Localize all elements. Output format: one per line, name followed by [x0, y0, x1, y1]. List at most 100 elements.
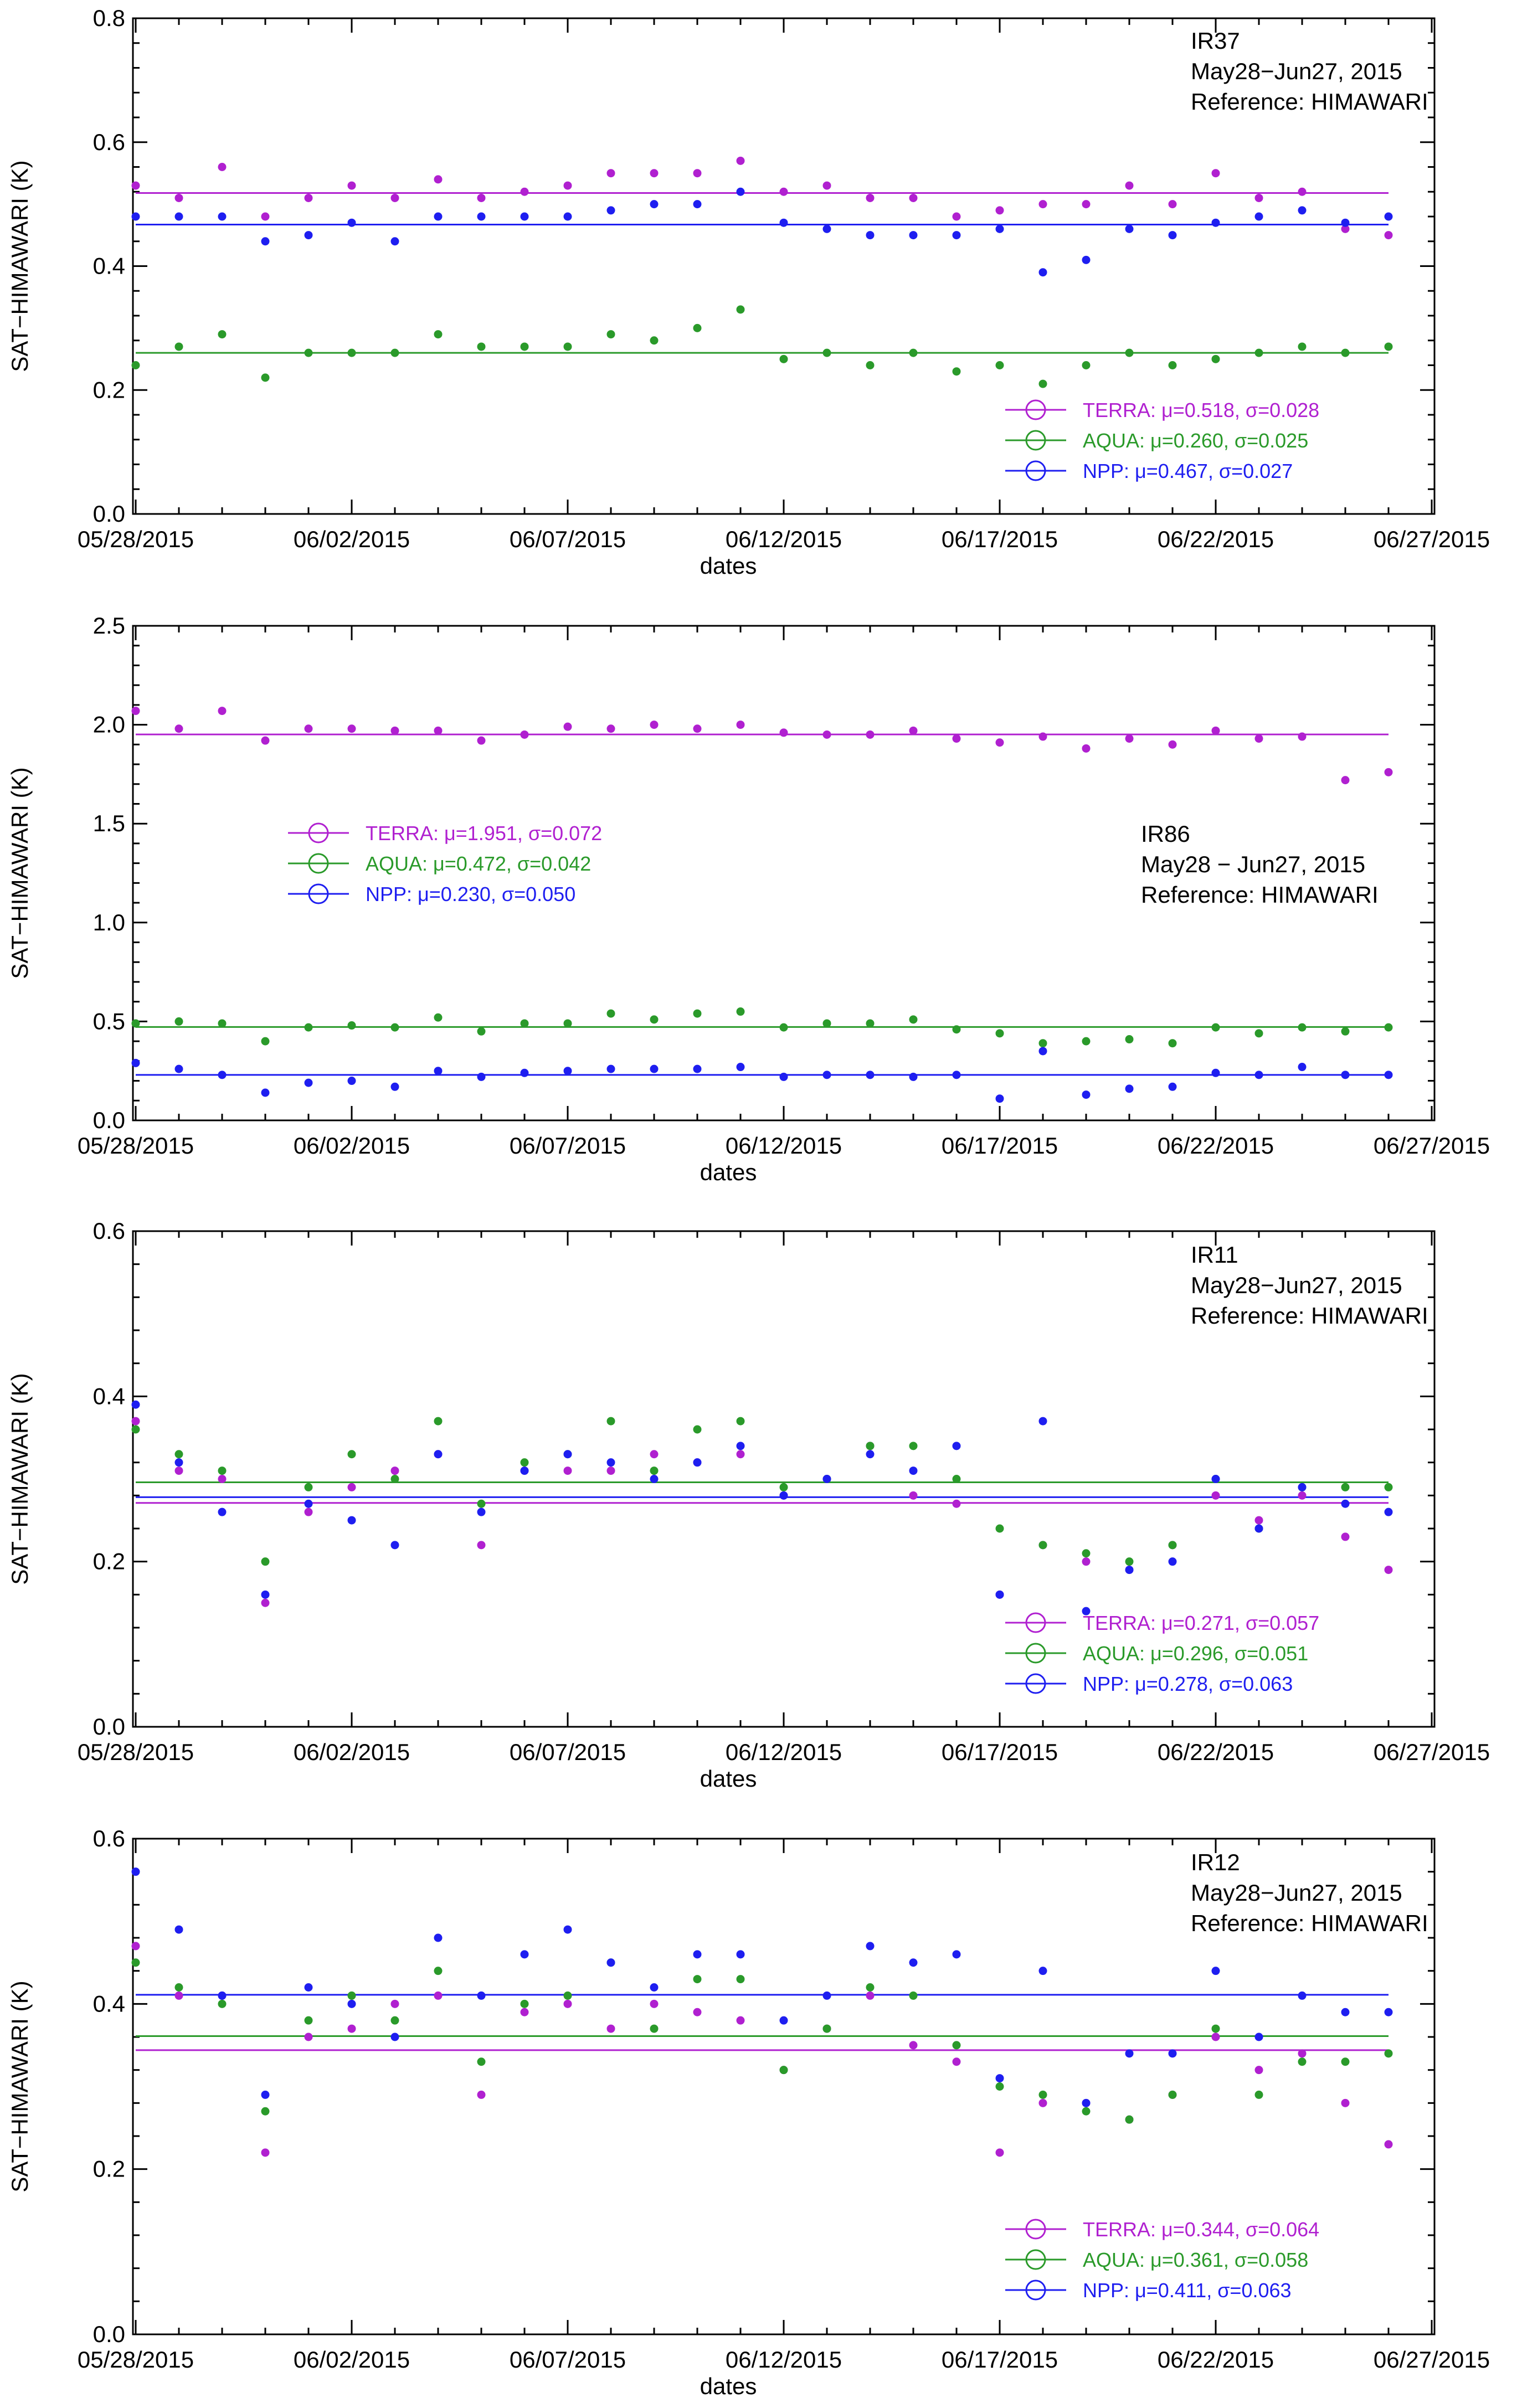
data-point-npp [1254, 1524, 1263, 1533]
data-point-npp [1168, 1082, 1177, 1091]
data-point-npp [909, 1467, 918, 1475]
x-tick-label: 06/17/2015 [942, 1133, 1058, 1159]
data-point-aqua [1211, 1023, 1220, 1032]
data-point-npp [304, 1983, 313, 1992]
data-point-terra [520, 730, 529, 739]
data-point-aqua [995, 2082, 1004, 2091]
chart-panel-ir11: 05/28/2015 06/02/2015 06/07/2015 06/12/2015… [7, 1218, 1490, 1792]
data-point-npp [174, 1925, 183, 1934]
data-point-npp [650, 200, 659, 209]
data-point-npp [261, 237, 270, 246]
data-point-terra [909, 193, 918, 202]
data-point-terra [347, 1483, 356, 1491]
data-point-terra [304, 2033, 313, 2041]
x-axis-title: dates [700, 1159, 757, 1185]
data-point-terra [1211, 2033, 1220, 2041]
data-point-aqua [520, 1999, 529, 2008]
data-point-npp [1384, 2008, 1393, 2016]
data-point-npp [390, 2033, 399, 2041]
data-point-aqua [1125, 348, 1134, 357]
data-point-terra [952, 2057, 961, 2066]
data-point-terra [261, 736, 270, 745]
y-tick-label: 0.8 [93, 5, 125, 31]
legend-item-terra: TERRA: μ=1.951, σ=0.072 [288, 822, 602, 845]
data-point-aqua [822, 2024, 831, 2033]
data-point-npp [1341, 1071, 1350, 1079]
data-point-terra [1211, 726, 1220, 735]
data-point-terra [1384, 2140, 1393, 2149]
data-point-aqua [1341, 1027, 1350, 1036]
data-point-npp [174, 212, 183, 221]
data-point-aqua [952, 2041, 961, 2050]
data-point-aqua [866, 1983, 875, 1992]
y-tick-label: 0.6 [93, 1218, 125, 1244]
y-tick-label: 0.6 [93, 129, 125, 155]
data-point-terra [650, 721, 659, 729]
data-point-aqua [1384, 2049, 1393, 2058]
data-point-npp [822, 224, 831, 233]
data-point-aqua [1384, 1023, 1393, 1032]
data-point-npp [304, 1499, 313, 1508]
legend-item-terra: TERRA: μ=0.518, σ=0.028 [1005, 399, 1319, 421]
x-tick-label: 06/17/2015 [942, 526, 1058, 552]
data-point-terra [909, 726, 918, 735]
data-point-npp [822, 1071, 831, 1079]
x-tick-label: 06/17/2015 [942, 2347, 1058, 2373]
data-point-terra [1254, 1516, 1263, 1525]
data-point-aqua [995, 1029, 1004, 1038]
data-point-terra [866, 1991, 875, 2000]
data-point-aqua [563, 1019, 572, 1028]
data-point-terra [822, 730, 831, 739]
data-point-npp [952, 231, 961, 240]
y-tick-label: 0.0 [93, 501, 125, 527]
data-point-npp [909, 231, 918, 240]
data-point-terra [131, 1942, 140, 1951]
x-tick-label: 06/22/2015 [1158, 1133, 1274, 1159]
data-point-npp [1254, 1071, 1263, 1079]
data-point-terra [736, 1450, 745, 1459]
data-point-terra [477, 193, 486, 202]
data-point-npp [1038, 1967, 1047, 1975]
data-point-terra [650, 169, 659, 178]
data-point-npp [736, 1063, 745, 1072]
y-tick-label: 2.5 [93, 613, 125, 639]
data-point-npp [779, 1072, 788, 1081]
data-point-terra [995, 738, 1004, 747]
data-point-terra [1341, 224, 1350, 233]
legend-label: TERRA: μ=0.271, σ=0.057 [1083, 1612, 1319, 1634]
data-point-aqua [866, 1019, 875, 1028]
data-point-terra [779, 728, 788, 737]
data-point-npp [261, 2090, 270, 2099]
data-point-npp [1211, 1068, 1220, 1077]
legend-item-npp: NPP: μ=0.411, σ=0.063 [1005, 2279, 1292, 2302]
data-point-aqua [304, 348, 313, 357]
data-point-aqua [347, 1991, 356, 2000]
y-axis-title: SAT−HIMAWARI (K) [7, 1373, 33, 1584]
data-point-aqua [1082, 2107, 1091, 2116]
data-point-aqua [693, 323, 702, 332]
data-point-aqua [606, 330, 615, 339]
data-point-npp [1125, 1566, 1134, 1575]
data-point-aqua [1211, 2024, 1220, 2033]
data-point-npp [952, 1950, 961, 1959]
data-point-npp [779, 1491, 788, 1500]
data-point-npp [304, 1078, 313, 1087]
data-point-npp [1082, 255, 1091, 264]
x-tick-label: 06/02/2015 [294, 2347, 410, 2373]
data-point-aqua [822, 1019, 831, 1028]
data-point-aqua [995, 361, 1004, 369]
data-point-terra [650, 1450, 659, 1459]
data-point-terra [347, 2024, 356, 2033]
chart-panel-ir37: 05/28/2015 06/02/2015 06/07/2015 06/12/2015… [7, 5, 1490, 579]
x-axis-title: dates [700, 553, 757, 579]
data-point-aqua [1298, 2057, 1307, 2066]
data-point-terra [606, 2024, 615, 2033]
data-point-terra [520, 187, 529, 196]
data-point-npp [1384, 1071, 1393, 1079]
data-point-terra [477, 2090, 486, 2099]
data-point-aqua [650, 2024, 659, 2033]
x-tick-label: 05/28/2015 [78, 526, 194, 552]
data-point-aqua [174, 1983, 183, 1992]
data-point-npp [304, 231, 313, 240]
